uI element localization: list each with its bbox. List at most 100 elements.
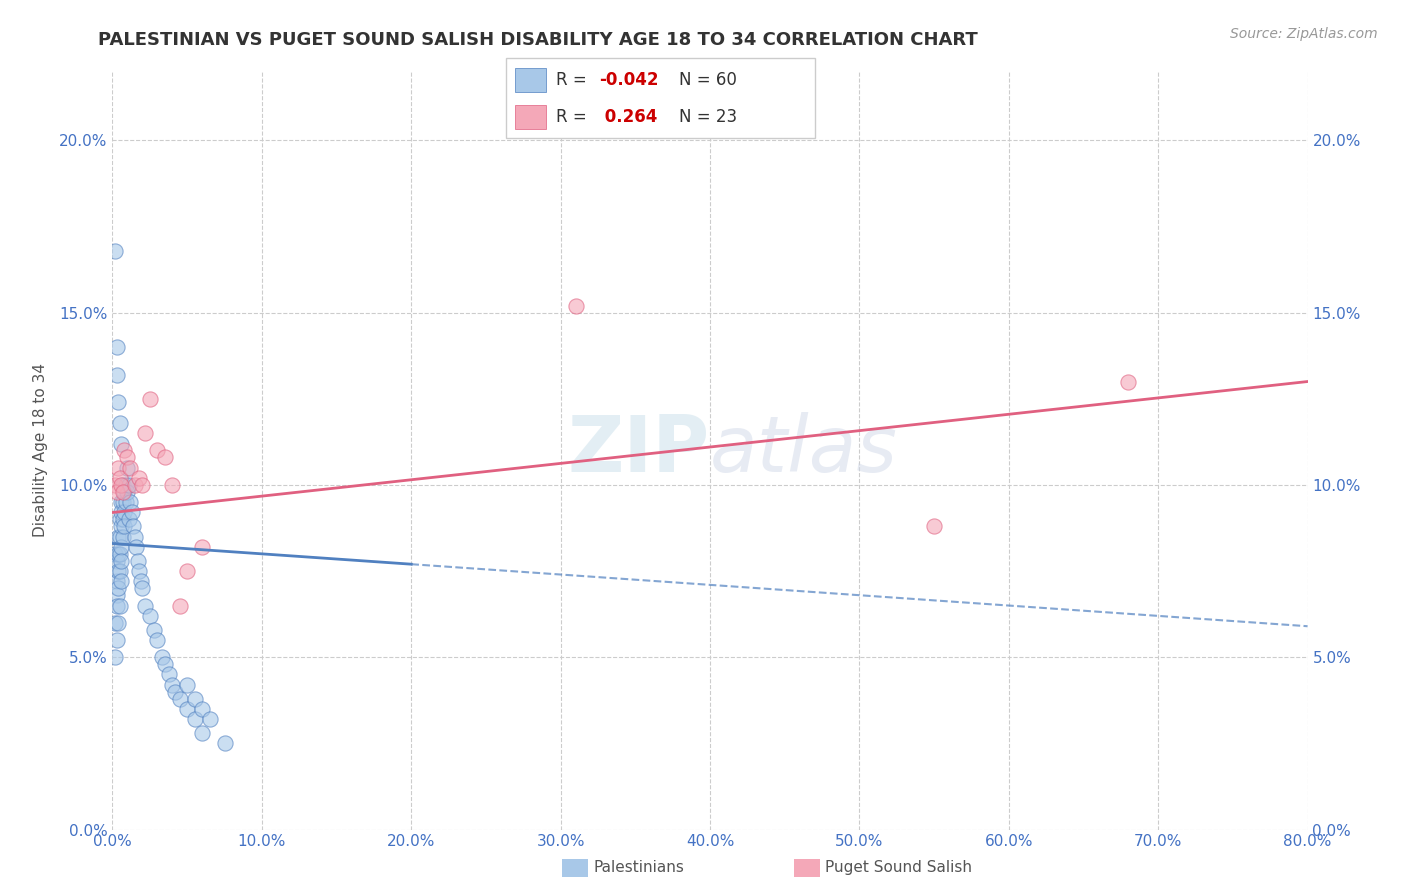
FancyBboxPatch shape bbox=[516, 68, 547, 92]
Point bbox=[108, 564, 131, 578]
Point bbox=[105, 588, 128, 602]
Point bbox=[107, 564, 129, 578]
Text: N = 23: N = 23 bbox=[679, 108, 738, 126]
Point bbox=[108, 416, 131, 430]
Point bbox=[110, 540, 132, 554]
Point bbox=[121, 506, 143, 520]
Point bbox=[105, 574, 128, 589]
Point bbox=[165, 684, 187, 698]
Point bbox=[127, 554, 149, 568]
Point bbox=[139, 392, 162, 406]
Point bbox=[110, 478, 132, 492]
Point bbox=[107, 547, 129, 561]
Point bbox=[104, 547, 127, 561]
Point bbox=[114, 519, 135, 533]
Point bbox=[110, 519, 132, 533]
Point bbox=[143, 623, 166, 637]
Point bbox=[117, 460, 139, 475]
Point bbox=[124, 478, 146, 492]
Point bbox=[122, 519, 145, 533]
Point bbox=[169, 599, 191, 613]
Point bbox=[110, 506, 132, 520]
Point bbox=[108, 471, 131, 485]
Point bbox=[162, 478, 183, 492]
Point bbox=[110, 574, 132, 589]
Point bbox=[105, 554, 128, 568]
Point bbox=[134, 599, 156, 613]
Point bbox=[191, 726, 214, 740]
Point bbox=[108, 512, 131, 526]
Point bbox=[125, 540, 148, 554]
Point bbox=[117, 484, 139, 499]
Point bbox=[128, 471, 150, 485]
Point bbox=[176, 702, 198, 716]
Point bbox=[107, 395, 129, 409]
Point bbox=[131, 478, 153, 492]
Point bbox=[922, 519, 945, 533]
Point bbox=[1118, 375, 1140, 389]
Y-axis label: Disability Age 18 to 34: Disability Age 18 to 34 bbox=[34, 363, 48, 538]
Point bbox=[114, 443, 135, 458]
Point bbox=[108, 547, 131, 561]
Point bbox=[105, 368, 128, 382]
Point bbox=[169, 691, 191, 706]
Point bbox=[111, 512, 134, 526]
Point bbox=[104, 478, 127, 492]
Point bbox=[104, 650, 127, 665]
Point bbox=[111, 530, 134, 544]
Point bbox=[107, 530, 129, 544]
Point bbox=[108, 599, 131, 613]
Point bbox=[105, 633, 128, 648]
Point bbox=[115, 495, 138, 509]
FancyBboxPatch shape bbox=[506, 58, 815, 138]
Point bbox=[134, 426, 156, 441]
Point bbox=[139, 608, 162, 623]
Point bbox=[120, 460, 142, 475]
Point bbox=[131, 582, 153, 596]
Point bbox=[115, 478, 138, 492]
Point bbox=[107, 460, 129, 475]
Point bbox=[191, 540, 214, 554]
Point bbox=[114, 506, 135, 520]
Point bbox=[107, 615, 129, 630]
Point bbox=[117, 450, 139, 465]
Point bbox=[128, 564, 150, 578]
Point bbox=[162, 678, 183, 692]
Point bbox=[214, 736, 236, 750]
Point bbox=[183, 712, 205, 726]
Point bbox=[157, 667, 180, 681]
Text: atlas: atlas bbox=[710, 412, 898, 489]
Point bbox=[176, 678, 198, 692]
Text: ZIP: ZIP bbox=[568, 412, 710, 489]
Point bbox=[105, 340, 128, 354]
Point bbox=[111, 484, 134, 499]
Point bbox=[191, 702, 214, 716]
Text: N = 60: N = 60 bbox=[679, 70, 737, 88]
Point bbox=[146, 443, 169, 458]
Point bbox=[108, 530, 131, 544]
Point bbox=[153, 450, 176, 465]
Text: 0.264: 0.264 bbox=[599, 108, 658, 126]
Text: R =: R = bbox=[555, 108, 592, 126]
Point bbox=[110, 554, 132, 568]
Point bbox=[150, 650, 173, 665]
Point bbox=[198, 712, 221, 726]
Point bbox=[120, 495, 142, 509]
Point bbox=[129, 574, 152, 589]
Point bbox=[104, 615, 127, 630]
Point bbox=[110, 436, 132, 450]
Point bbox=[107, 582, 129, 596]
Point bbox=[176, 564, 198, 578]
Text: R =: R = bbox=[555, 70, 592, 88]
Point bbox=[118, 512, 141, 526]
Point bbox=[114, 484, 135, 499]
Text: Palestinians: Palestinians bbox=[593, 861, 685, 875]
Point bbox=[111, 495, 134, 509]
Point bbox=[564, 299, 586, 313]
Point bbox=[124, 530, 146, 544]
Text: Puget Sound Salish: Puget Sound Salish bbox=[825, 861, 973, 875]
Point bbox=[183, 691, 205, 706]
Text: Source: ZipAtlas.com: Source: ZipAtlas.com bbox=[1230, 27, 1378, 41]
Text: PALESTINIAN VS PUGET SOUND SALISH DISABILITY AGE 18 TO 34 CORRELATION CHART: PALESTINIAN VS PUGET SOUND SALISH DISABI… bbox=[98, 31, 979, 49]
Point bbox=[105, 599, 128, 613]
